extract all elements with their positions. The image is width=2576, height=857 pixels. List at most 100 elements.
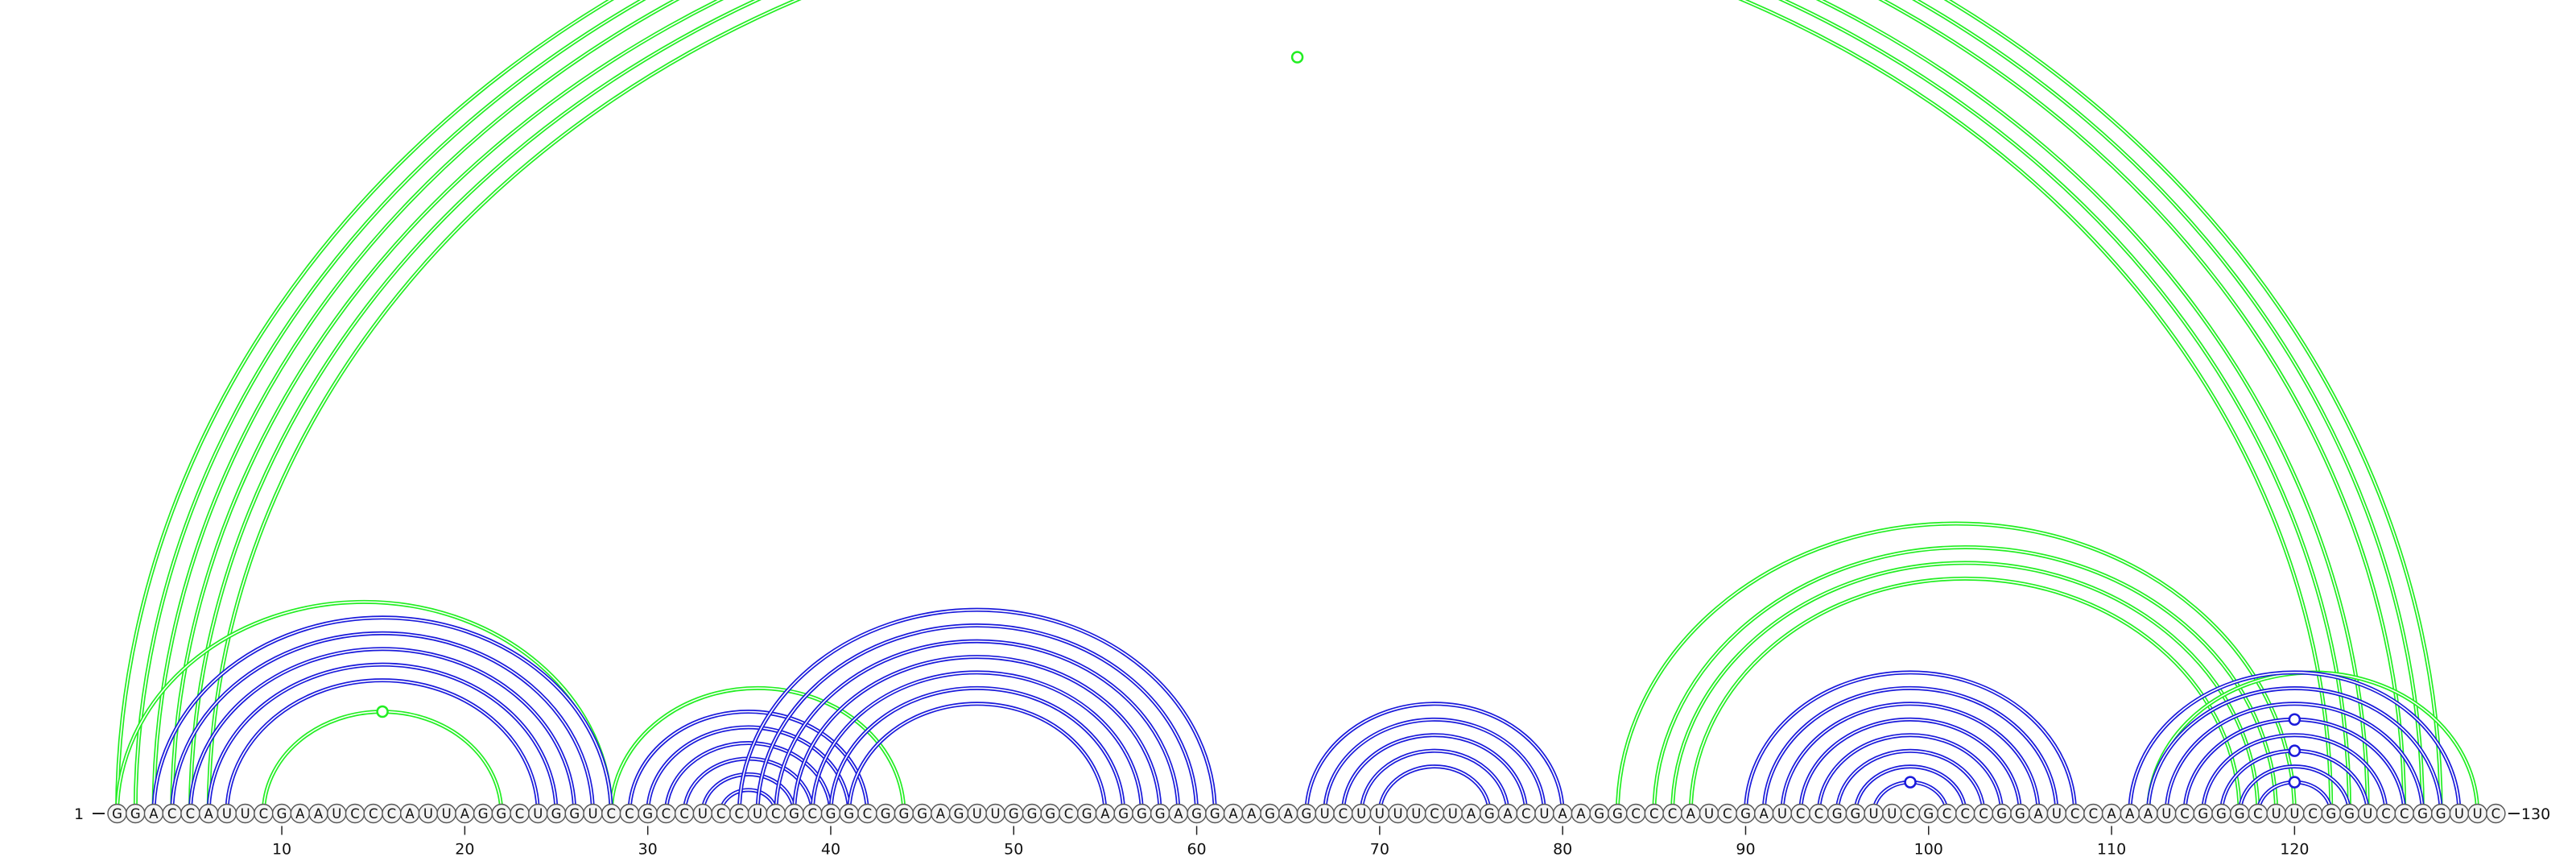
blue-arc-gap	[1379, 765, 1491, 814]
nucleotide-letter: G	[789, 806, 799, 822]
nucleotide-letter: A	[1558, 806, 1568, 822]
blue-arc-gap	[1781, 703, 2039, 814]
nucleotide-letter: G	[112, 806, 122, 822]
nucleotide-letter: C	[771, 806, 781, 822]
green-arc	[261, 710, 504, 814]
nucleotide-letter: G	[1484, 806, 1495, 822]
nucleotide-letter: U	[2272, 806, 2281, 822]
nucleotide-letter: U	[2289, 806, 2299, 822]
nucleotide-letter: G	[1265, 806, 1275, 822]
nucleotide-letter: C	[1960, 806, 1970, 822]
blue-arc-marker	[2288, 776, 2301, 789]
nucleotide-letter: A	[149, 806, 159, 822]
axis-tick-label: 60	[1187, 841, 1206, 857]
blue-arc-gap	[702, 773, 795, 814]
nucleotide-letter: G	[1923, 806, 1934, 822]
arc-markers	[376, 51, 2301, 789]
nucleotide-letter: G	[1137, 806, 1147, 822]
nucleotide-letter: U	[2473, 806, 2483, 822]
nucleotide-letter: A	[936, 806, 946, 822]
nucleotide-letter: C	[1942, 806, 1952, 822]
nucleotide-letter: C	[387, 806, 397, 822]
nucleotide-letter: G	[1191, 806, 1202, 822]
nucleotide-letter: C	[735, 806, 745, 822]
green-arc-gap	[171, 0, 2369, 814]
blue-arc-marker	[2288, 744, 2301, 757]
nucleotide-letter: A	[1228, 806, 1238, 822]
nucleotide-circle	[2486, 803, 2506, 824]
nucleotide-letter: C	[369, 806, 378, 822]
green-arc-marker	[376, 705, 389, 718]
blue-arc-marker	[2288, 713, 2301, 727]
nucleotide-letter: G	[898, 806, 909, 822]
nucleotide-letter: C	[1979, 806, 1988, 822]
axis-tick-label: 50	[1004, 841, 1023, 857]
nucleotide-letter: G	[1118, 806, 1129, 822]
nucleotide-letter: A	[1284, 806, 1294, 822]
nucleotide-letter: G	[1996, 806, 2007, 822]
nucleotide-letter: U	[1448, 806, 1458, 822]
blue-arc-gap	[757, 624, 1198, 814]
axis-tick-label: 10	[272, 841, 291, 857]
nucleotide-letter: C	[606, 806, 616, 822]
nucleotide-letter: U	[2161, 806, 2171, 822]
nucleotide-letter: G	[1612, 806, 1623, 822]
start-position-label: 1	[74, 805, 84, 823]
nucleotide-letter: U	[1539, 806, 1549, 822]
nucleotide-letter: G	[478, 806, 489, 822]
green-arc	[1670, 561, 2260, 814]
nucleotide-letter: G	[2235, 806, 2245, 822]
sequence-baseline: 1 130	[74, 805, 2550, 823]
nucleotide-letter: C	[625, 806, 634, 822]
nucleotide-letter: G	[1302, 806, 1312, 822]
nucleotide-letter: U	[442, 806, 452, 822]
nucleotide-letter: A	[2125, 806, 2135, 822]
nucleotide-letter: A	[1503, 806, 1513, 822]
nucleotide-letter: G	[844, 806, 854, 822]
nucleotide-letter: A	[295, 806, 305, 822]
blue-arc-gap	[153, 616, 613, 814]
nucleotide-letter: A	[2034, 806, 2044, 822]
nucleotide-letter: U	[2363, 806, 2372, 822]
nucleotide-letter: C	[1796, 806, 1806, 822]
blue-arc-marker	[1904, 776, 1917, 789]
blue-arc-gap	[1323, 718, 1546, 814]
nucleotide-letter: C	[1064, 806, 1074, 822]
nucleotide-letter: C	[350, 806, 360, 822]
nucleotide-letter: C	[186, 806, 196, 822]
blue-arc-gap	[2165, 703, 2424, 814]
green-arc-marker	[1290, 51, 1304, 64]
blue-arc-gap	[171, 632, 594, 814]
nucleotide-letter: A	[2144, 806, 2153, 822]
nucleotide-letter: G	[2417, 806, 2428, 822]
nucleotide-letter: A	[460, 806, 470, 822]
nucleotide-letter: G	[917, 806, 927, 822]
axis-tick-label: 40	[821, 841, 840, 857]
nucleotide-letter: G	[2326, 806, 2336, 822]
green-arc	[115, 0, 2443, 814]
nucleotide-letter: G	[569, 806, 580, 822]
blue-arc-gap	[1744, 672, 2076, 814]
blue-arc-gap	[1763, 687, 2058, 814]
blue-arc	[1340, 733, 1529, 814]
nucleotide-letter: G	[2344, 806, 2355, 822]
nucleotide-letter: C	[167, 806, 177, 822]
blue-arc-gap	[1360, 750, 1509, 814]
blue-arc-gap	[2147, 687, 2442, 814]
end-position-label: 130	[2521, 805, 2550, 823]
blue-arc-gap	[1836, 750, 1984, 814]
green-arc-gap	[1690, 578, 2240, 814]
nucleotide-letter: C	[1814, 806, 1824, 822]
blue-arcs	[151, 607, 2462, 814]
nucleotide-letter: U	[1393, 806, 1403, 822]
nucleotide-letter: G	[1832, 806, 1843, 822]
blue-arc-gap	[1306, 703, 1563, 814]
axis-tick-label: 20	[455, 841, 474, 857]
nucleotide-letter: A	[314, 806, 324, 822]
nucleotide-letter: G	[2015, 806, 2025, 822]
axis-tick-label: 70	[1370, 841, 1389, 857]
nucleotide-letter: U	[1320, 806, 1330, 822]
nucleotide-letter: G	[2198, 806, 2208, 822]
nucleotide-letter: G	[2436, 806, 2446, 822]
blue-arc-gap	[774, 640, 1179, 814]
